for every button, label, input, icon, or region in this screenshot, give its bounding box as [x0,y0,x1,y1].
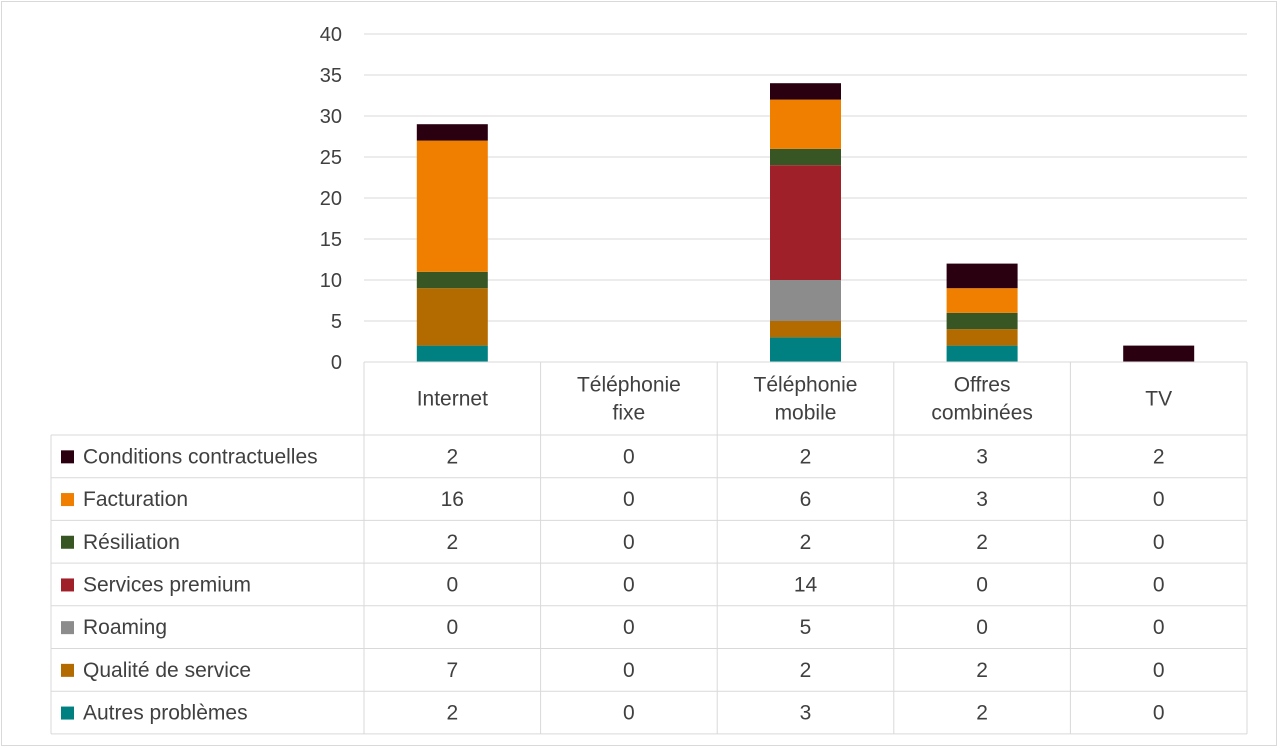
table-cell-value: 0 [623,531,635,554]
bar-segment [416,124,488,141]
legend-swatch [61,535,74,549]
bar-segment [946,312,1018,330]
table-cell-value: 2 [976,531,988,554]
table-cell-value: 0 [446,573,458,596]
bar-segment [770,165,841,280]
category-label: mobile [775,402,837,425]
category-label: Téléphonie [577,374,681,397]
category-label: TV [1145,388,1172,411]
legend-swatch [61,706,74,720]
bar-segment [946,329,1018,346]
table-cell-value: 2 [446,702,458,725]
table-cell-value: 2 [976,659,988,682]
legend-label: Conditions contractuelles [83,445,318,468]
legend-swatch [61,578,74,592]
table-cell-value: 2 [800,445,812,468]
y-tick-label: 10 [320,270,342,292]
legend-swatch [61,663,74,677]
table-cell-value: 0 [976,616,988,639]
bars [416,83,1195,362]
y-tick-label: 25 [320,147,342,169]
category-label: Offres [954,374,1011,397]
bar-segment [416,288,488,346]
bar-segment [1123,345,1195,362]
table-cell-value: 2 [976,702,988,725]
table-cell-value: 7 [446,659,458,682]
table-cell-value: 2 [1153,445,1165,468]
bar-segment [946,288,1018,313]
table-cell-value: 0 [1153,659,1165,682]
legend-swatch [61,493,74,507]
bar-segment [416,140,488,272]
table-cell-value: 0 [1153,616,1165,639]
y-tick-label: 40 [320,24,342,46]
table-cell-value: 2 [446,531,458,554]
table-cell-value: 0 [623,573,635,596]
legend-label: Qualité de service [83,659,251,682]
bar-segment [770,83,841,100]
table-cell-value: 5 [800,616,812,639]
table-cell-value: 2 [800,531,812,554]
table-cell-value: 0 [1153,531,1165,554]
bar-segment [770,321,841,338]
bar-segment [946,263,1018,289]
table-cell-value: 0 [976,573,988,596]
legend-label: Roaming [83,616,167,639]
table-cell-value: 6 [800,488,812,511]
table-cell-value: 2 [800,659,812,682]
y-tick-label: 5 [331,311,342,333]
bar-segment [416,345,488,362]
table-cell-value: 16 [441,488,464,511]
legend-label: Facturation [83,488,188,511]
y-axis: 0 5 10 15 20 25 30 35 40 [320,24,342,374]
y-tick-label: 30 [320,106,342,128]
bar-segment [770,337,841,362]
legend-label: Résiliation [83,531,180,554]
table-cell-value: 3 [800,702,812,725]
bar-segment [946,345,1018,362]
table-cell-value: 0 [623,702,635,725]
legend-label: Autres problèmes [83,702,248,725]
table-cell-value: 3 [976,445,988,468]
table-cell-value: 2 [446,445,458,468]
table-cell-value: 3 [976,488,988,511]
legend-swatch [61,450,74,464]
y-tick-label: 35 [320,65,342,87]
table-cell-value: 0 [623,445,635,468]
table-cell-value: 0 [623,659,635,682]
table-cell-value: 14 [794,573,818,596]
category-label: Téléphonie [754,374,858,397]
table-cell-value: 0 [1153,573,1165,596]
bar-segment [770,280,841,321]
table-cell-value: 0 [1153,488,1165,511]
table-cell-value: 0 [1153,702,1165,725]
category-label: fixe [613,402,646,425]
y-tick-label: 20 [320,188,342,210]
table-cell-value: 0 [446,616,458,639]
category-label: Internet [417,388,488,411]
legend-swatch [61,621,74,635]
data-table: Internet Téléphonie fixe Téléphonie mobile Of… [50,361,1248,735]
y-tick-label: 0 [331,352,342,374]
table-cell-value: 0 [623,616,635,639]
bar-segment [416,271,488,289]
bar-segment [770,148,841,166]
table-cell-value: 0 [623,488,635,511]
y-tick-label: 15 [320,229,342,251]
bar-segment [770,99,841,149]
legend-label: Services premium [83,573,251,596]
category-label: combinées [931,402,1033,425]
